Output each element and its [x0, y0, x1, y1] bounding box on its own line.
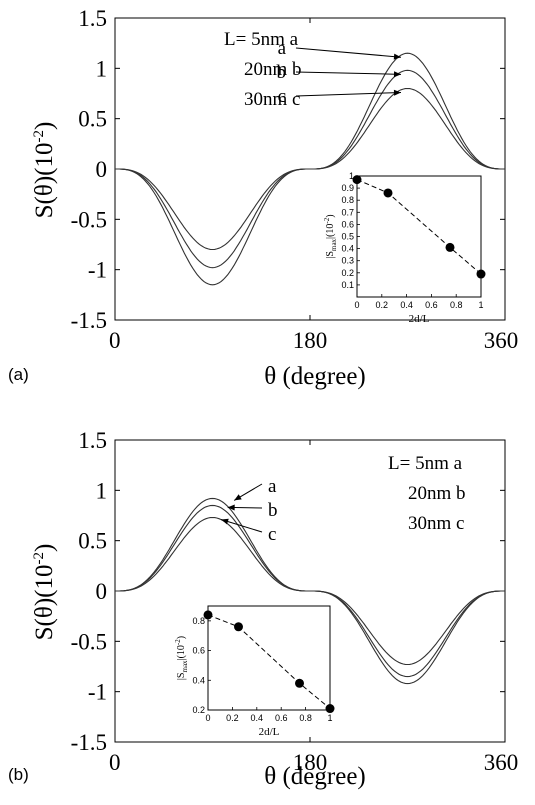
inset-data-point [445, 242, 455, 252]
y-tick-label: -1 [88, 680, 107, 705]
inset-frame [356, 175, 482, 298]
inset-x-tick-label: 0.2 [376, 300, 389, 310]
inset-x-tick-label: 0.8 [450, 300, 463, 310]
inset-frame [207, 605, 331, 711]
inset-y-tick-label: 0.2 [192, 705, 205, 715]
inset-x-tick-label: 0.4 [400, 300, 413, 310]
y-tick-label: 0.5 [78, 529, 107, 554]
inset-x-tick-label: 1 [478, 300, 483, 310]
y-axis-label: S(θ)(10-2) [31, 122, 58, 219]
series-line-c [115, 516, 505, 666]
inset-y-axis-label: |Smax|(10-2) [323, 214, 338, 258]
annotation-arrowhead [234, 494, 242, 501]
inset-data-point [383, 188, 393, 198]
annotation-label-c: c [278, 86, 286, 107]
inset-y-tick-label: 1 [349, 171, 354, 181]
inset-y-tick-label: 0.2 [341, 268, 354, 278]
inset-y-tick-label: 0.6 [192, 646, 205, 656]
annotation-label-b: b [268, 500, 278, 521]
legend-entry: 30nm c [244, 89, 300, 110]
inset-y-tick-label: 0.6 [341, 219, 354, 229]
annotation-arrow [221, 519, 263, 533]
inset-data-point [325, 704, 335, 714]
annotation-arrowhead [393, 71, 401, 78]
annotation-label-c: c [268, 524, 276, 545]
annotation-arrowhead [221, 518, 229, 525]
x-axis-label: θ (degree) [264, 363, 366, 390]
inset-y-tick-label: 0.8 [341, 195, 354, 205]
inset-data-point [352, 175, 362, 185]
y-tick-label: -0.5 [71, 629, 107, 654]
inset-x-tick-label: 0.2 [226, 713, 239, 723]
annotation-label-b: b [277, 62, 287, 83]
annotation-arrow [295, 47, 402, 58]
inset-x-axis-label: 2d/L [409, 313, 430, 325]
inset-chart: 0.1 0.2 0.3 0.4 0.5 0.6 0.7 0.8 0.9 1 0 0.2 0.4 0.6 0.… [323, 171, 486, 325]
x-tick-label: 0 [109, 750, 121, 775]
annotation-arrow [295, 91, 402, 97]
series-line-c [115, 87, 505, 251]
inset-y-tick-label: 0.4 [192, 675, 205, 685]
inset-x-tick-label: 0 [205, 713, 210, 723]
y-tick-label: 0.5 [78, 107, 107, 132]
legend-entry: 30nm c [408, 513, 464, 534]
inset-data-point [234, 622, 243, 632]
inset-x-tick-label: 0.8 [299, 713, 312, 723]
inset-data-point [476, 269, 486, 279]
annotation-label-a: a [278, 38, 287, 59]
inset-x-tick-label: 0.4 [251, 713, 264, 723]
inset-x-axis-label: 2d/L [259, 726, 280, 738]
inset-y-tick-label: 0.9 [341, 183, 354, 193]
x-tick-label: 180 [293, 750, 328, 775]
inset-y-tick-label: 0.4 [341, 244, 354, 254]
annotation-arrow [295, 71, 402, 75]
y-tick-label: -1 [88, 258, 107, 283]
y-tick-label: -0.5 [71, 207, 107, 232]
legend-entry: L= 5nm a [224, 29, 299, 50]
annotation-arrowhead [393, 89, 401, 96]
x-axis-label: θ (degree) [264, 763, 366, 790]
y-tick-label: 0 [96, 157, 108, 182]
inset-x-tick-label: 1 [327, 713, 332, 723]
y-tick-label: 1.5 [78, 6, 107, 31]
inset-data-point [295, 678, 304, 688]
chart-panel-a: -1.5 -1 -0.5 0 0.5 1 1.5 0 180 360 (a) θ (degree) S(… [8, 6, 518, 390]
x-tick-label: 180 [293, 328, 328, 353]
inset-trend-line [356, 179, 482, 275]
legend-entry: L= 5nm a [388, 453, 463, 474]
inset-y-tick-label: 0.7 [341, 207, 354, 217]
legend-entry: 20nm b [408, 483, 466, 504]
y-tick-label: 1 [96, 56, 108, 81]
inset-x-tick-label: 0.6 [425, 300, 438, 310]
y-axis-label: S(θ)(10-2) [31, 544, 58, 641]
panel-label: (b) [8, 765, 29, 784]
annotation-arrowhead [227, 504, 235, 511]
inset-x-tick-label: 0.6 [275, 713, 288, 723]
x-tick-label: 360 [484, 750, 519, 775]
annotation-arrowhead [393, 53, 401, 60]
y-tick-label: 1.5 [78, 428, 107, 453]
inset-y-tick-label: 0.1 [341, 280, 354, 290]
legend-entry: 20nm b [244, 59, 302, 80]
inset-trend-line [207, 614, 331, 709]
inset-y-axis-label: |Smax|(10-2) [174, 636, 189, 680]
inset-y-tick-label: 0.8 [192, 616, 205, 626]
y-tick-label: 0 [96, 579, 108, 604]
y-tick-label: -1.5 [71, 308, 107, 333]
panel-label: (a) [8, 365, 29, 384]
y-tick-label: -1.5 [71, 730, 107, 755]
x-tick-label: 0 [109, 328, 121, 353]
inset-y-tick-label: 0.3 [341, 256, 354, 266]
inset-x-tick-label: 0 [354, 300, 359, 310]
inset-y-tick-label: 0.5 [341, 232, 354, 242]
x-tick-label: 360 [484, 328, 519, 353]
chart-panel-b: -1.5 -1 -0.5 0 0.5 1 1.5 0 180 360 (b) θ (degree) S(… [8, 428, 518, 790]
inset-chart: 0.20.40.60.80 0.2 0.4 0.6 0.8 12d/L|Smax|(10-… [174, 605, 335, 738]
inset-data-point [203, 610, 213, 620]
y-tick-label: 1 [96, 478, 108, 503]
annotation-label-a: a [268, 476, 277, 497]
